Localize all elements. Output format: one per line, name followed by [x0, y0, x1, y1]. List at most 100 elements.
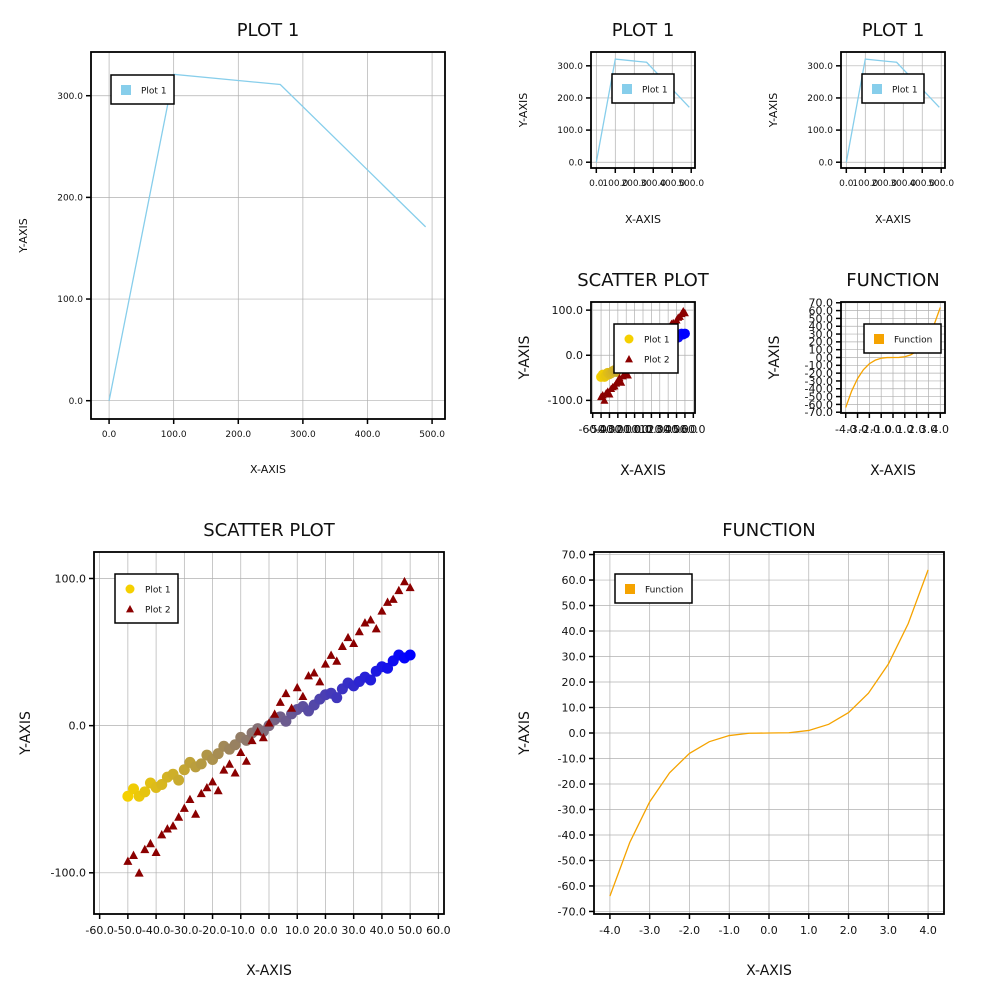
legend-label: Plot 2 — [644, 356, 670, 366]
x-tick-label: 3.0 — [880, 924, 898, 937]
legend-marker-square — [121, 85, 131, 95]
data-point-plot-2 — [366, 615, 376, 624]
data-point-plot-2 — [326, 650, 336, 659]
data-point-plot-2 — [270, 709, 280, 718]
y-tick-label: 0.0 — [816, 351, 834, 364]
data-point-plot-2 — [405, 582, 415, 592]
data-point-plot-2 — [394, 585, 404, 595]
data-point-plot-2 — [617, 378, 626, 386]
x-tick-label: 200.0 — [225, 430, 251, 440]
y-axis-label: Y-AXIS — [517, 93, 530, 128]
x-tick-label: 50.0 — [398, 924, 423, 937]
x-tick-label: 0.0 — [102, 430, 117, 440]
y-tick-label: -40.0 — [558, 829, 586, 842]
data-point-plot-2 — [168, 821, 178, 830]
y-tick-label: 100.0 — [807, 126, 833, 136]
y-axis-label: Y-AXIS — [767, 93, 780, 128]
data-point-plot-2 — [129, 850, 139, 859]
legend-marker-square — [625, 584, 635, 594]
legend-label: Plot 1 — [642, 86, 668, 96]
x-tick-label: 500.0 — [419, 430, 445, 440]
chart-scatter_small: SCATTER PLOT-60.0-50.0-40.0-30.0-20.0-10… — [517, 270, 710, 479]
y-tick-label: -30.0 — [805, 375, 833, 388]
data-point-plot-2 — [208, 777, 218, 786]
x-tick-label: 500.0 — [928, 179, 954, 189]
x-tick-label: 1.0 — [896, 423, 914, 436]
data-point-plot-2 — [224, 759, 234, 768]
x-tick-label: 3.0 — [920, 423, 938, 436]
x-tick-label: -4.0 — [835, 423, 856, 436]
x-tick-label: 500.0 — [678, 179, 704, 189]
x-tick-label: -10.0 — [227, 924, 255, 937]
series-line-plot-1 — [108, 73, 427, 401]
chart-function_large: FUNCTION -4.0 -3.0 -2.0 -1.0 0.0 1.0 2.0 3.0 4.0 -… — [517, 520, 945, 979]
x-tick-label: 40.0 — [370, 924, 395, 937]
x-tick-label: 1.0 — [800, 924, 818, 937]
y-tick-label: -100.0 — [548, 394, 583, 407]
data-point-plot-2 — [360, 618, 370, 627]
data-point-plot-1 — [331, 692, 343, 704]
data-point-plot-2 — [304, 671, 314, 680]
data-point-plot-2 — [174, 812, 184, 821]
x-tick-label: 0.0 — [884, 423, 902, 436]
x-tick-label: 300.0 — [890, 179, 916, 189]
y-tick-label: 40.0 — [562, 625, 587, 638]
x-tick-label: -30.0 — [604, 423, 632, 436]
data-point-plot-2 — [241, 756, 251, 765]
legend-label: Function — [645, 586, 683, 596]
data-point-plot-2 — [236, 747, 246, 756]
x-tick-label: 300.0 — [290, 430, 316, 440]
data-point-plot-2 — [332, 656, 342, 665]
x-tick-label: 0.0 — [839, 179, 854, 189]
y-tick-label: -50.0 — [805, 390, 833, 403]
axes-frame — [90, 51, 446, 420]
x-tick-label: 0.0 — [589, 179, 604, 189]
data-point-plot-2 — [134, 868, 144, 877]
y-tick-label: 0.0 — [569, 727, 587, 740]
data-point-plot-2 — [388, 594, 398, 603]
y-tick-label: -60.0 — [558, 880, 586, 893]
data-point-plot-2 — [191, 809, 201, 818]
chart-function_small: FUNCTION-4.0-3.0-2.0-1.00.01.02.03.04.0-… — [767, 270, 949, 479]
x-tick-label: 100.0 — [852, 179, 878, 189]
y-tick-label: -70.0 — [558, 905, 586, 918]
x-axis-label: X-AXIS — [625, 213, 661, 226]
x-tick-label: -2.0 — [859, 423, 880, 436]
y-tick-label: 100.0 — [55, 572, 87, 585]
y-tick-label: 60.0 — [562, 574, 587, 587]
legend-box — [114, 573, 179, 624]
data-point-plot-2 — [275, 697, 285, 706]
data-point-plot-2 — [247, 735, 257, 745]
data-point-plot-2 — [320, 659, 330, 668]
data-point-plot-2 — [354, 626, 364, 636]
legend-marker-square — [874, 334, 884, 344]
x-tick-label: -2.0 — [679, 924, 700, 937]
x-tick-label: 200.0 — [871, 179, 897, 189]
legend: Plot 1 Plot 2 — [114, 573, 179, 624]
series-line-function — [609, 569, 929, 897]
data-point-plot-2 — [383, 597, 393, 606]
chart-p1_large: PLOT 1 0.0 100.0 200.0 300.0 400.0 500.0 0.0 100… — [17, 20, 446, 476]
x-axis-label: X-AXIS — [875, 213, 911, 226]
data-point-plot-1 — [195, 758, 207, 770]
x-tick-label: 400.0 — [659, 179, 685, 189]
x-tick-label: 20.0 — [648, 423, 673, 436]
data-point-plot-2 — [185, 794, 195, 804]
legend-label: Function — [894, 336, 932, 346]
legend: Function — [614, 573, 693, 604]
y-tick-label: 60.0 — [809, 304, 834, 317]
y-tick-label: 0.0 — [819, 158, 834, 168]
data-point-plot-2 — [264, 718, 274, 727]
chart-title: PLOT 1 — [862, 20, 925, 41]
x-tick-label: 40.0 — [664, 423, 689, 436]
data-point-plot-2 — [157, 830, 167, 839]
data-point-plot-2 — [623, 371, 632, 379]
y-axis-label: Y-AXIS — [18, 711, 34, 756]
data-point-plot-1 — [365, 674, 377, 686]
legend-marker-triangle — [126, 605, 134, 613]
legend-label: Plot 1 — [141, 87, 167, 97]
grid-lines — [91, 52, 445, 419]
x-axis-label: X-AXIS — [746, 963, 792, 979]
x-tick-label: -4.0 — [599, 924, 620, 937]
y-tick-label: -60.0 — [805, 398, 833, 411]
